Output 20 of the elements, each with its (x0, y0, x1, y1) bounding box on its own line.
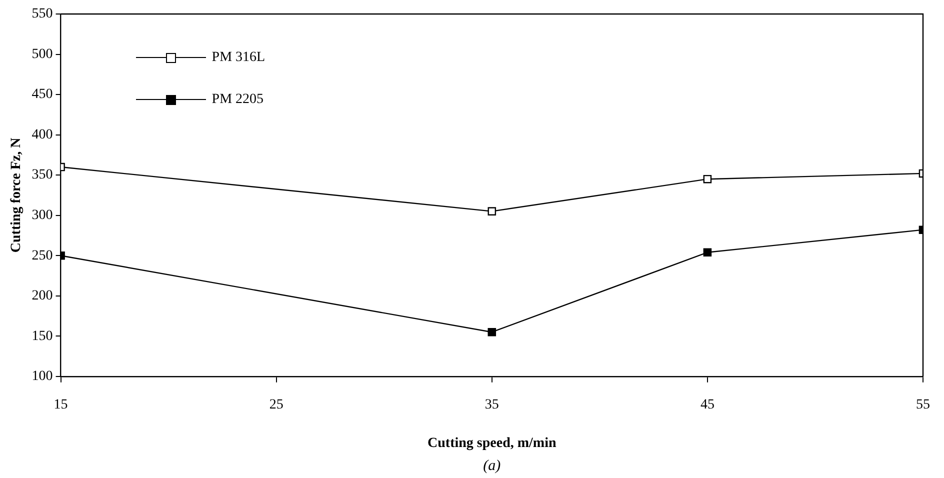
y-tick-label: 400 (32, 127, 53, 142)
text: (a) (483, 458, 501, 474)
y-tick-label: 150 (32, 328, 53, 344)
y-tick-label: 450 (32, 87, 53, 102)
y-axis-title: Cutting force Fz, N (9, 138, 24, 253)
y-tick-label: 550 (32, 6, 53, 22)
x-tick-label: 25 (269, 397, 284, 412)
x-axis-title: Cutting speed, m/min (428, 436, 556, 452)
x-tick-label: 35 (484, 397, 499, 412)
y-tick-label: 500 (32, 46, 53, 62)
legend-label: PM 2205 (212, 92, 264, 108)
x-tick-label: 55 (916, 397, 930, 412)
x-tick-label: 45 (700, 397, 714, 412)
x-tick-label: 15 (54, 397, 68, 412)
y-tick-label: 350 (32, 168, 53, 183)
y-tick-label: 300 (32, 208, 53, 224)
y-tick-label: 250 (32, 248, 53, 264)
y-tick-label: 200 (32, 288, 53, 304)
legend-label: PM 316L (212, 50, 266, 66)
y-tick-label: 100 (32, 369, 53, 384)
